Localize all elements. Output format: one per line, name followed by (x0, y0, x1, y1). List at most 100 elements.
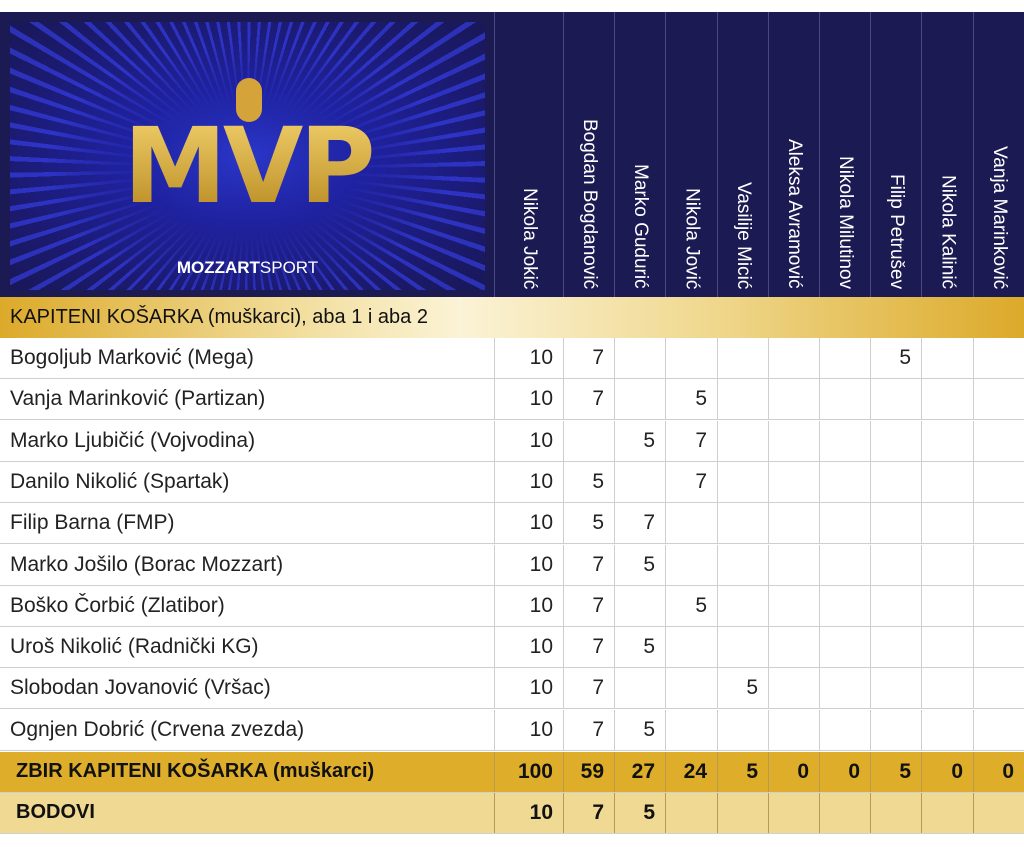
vote-cell: 5 (563, 503, 614, 544)
vote-cell: 5 (717, 668, 768, 709)
points-row: BODOVI 10 7 5 (0, 793, 1024, 834)
vote-cell (921, 544, 973, 585)
vote-cell (921, 379, 973, 420)
vote-cell: 5 (665, 585, 717, 626)
table-row: Vanja Marinković (Partizan) 10 7 5 (0, 379, 1024, 421)
vote-cell: 10 (494, 793, 563, 833)
logo-title: MVP (10, 114, 485, 218)
vote-cell (665, 503, 717, 544)
vote-cell: 10 (494, 379, 563, 420)
vote-cell (614, 585, 665, 626)
vote-cell: 7 (563, 379, 614, 420)
vote-cell: 0 (973, 752, 1024, 792)
vote-cell: 0 (768, 752, 819, 792)
row-label: Marko Jošilo (Borac Mozzart) (10, 552, 284, 576)
table-row: Uroš Nikolić (Radnički KG) 10 7 5 (0, 627, 1024, 669)
vote-cell (819, 338, 870, 378)
vote-cell: 7 (563, 709, 614, 750)
category-title: KAPITENI KOŠARKA (muškarci), aba 1 i aba… (10, 306, 428, 328)
vote-cell (717, 709, 768, 750)
vote-cell: 7 (614, 503, 665, 544)
vote-cell (921, 585, 973, 626)
vote-cell (973, 585, 1024, 626)
vote-cell: 5 (717, 752, 768, 792)
vote-cell: 24 (665, 752, 717, 792)
vote-cell: 7 (665, 461, 717, 502)
vote-cell: 5 (614, 544, 665, 585)
vote-cell (973, 461, 1024, 502)
vote-cell (921, 668, 973, 709)
row-label: Bogoljub Marković (Mega) (10, 346, 254, 369)
vote-cell (870, 585, 921, 626)
vote-cell: 5 (563, 461, 614, 502)
player-name: Nikola Milutinov (835, 155, 856, 289)
vote-cell (768, 627, 819, 668)
vote-cell: 10 (494, 709, 563, 750)
vote-cell (921, 338, 973, 378)
vote-cell: 10 (494, 585, 563, 626)
vote-cell (973, 544, 1024, 585)
light-rays (10, 22, 485, 290)
vote-cell (973, 793, 1024, 833)
vote-cell (870, 461, 921, 502)
table-row: Danilo Nikolić (Spartak) 10 5 7 (0, 461, 1024, 503)
row-label: Uroš Nikolić (Radnički KG) (10, 635, 259, 659)
vote-cell: 0 (921, 752, 973, 792)
table-row: Marko Jošilo (Borac Mozzart) 10 7 5 (0, 544, 1024, 586)
vote-cell (768, 338, 819, 378)
vote-cell (614, 668, 665, 709)
vote-cell (717, 338, 768, 378)
vote-cell (870, 420, 921, 461)
mvp-logo: MVP MOZZARTSPORT (10, 22, 485, 290)
column-header: Bogdan Bogdanović (563, 12, 614, 297)
vote-cell (973, 709, 1024, 750)
vote-cell (665, 338, 717, 378)
vote-cell (819, 461, 870, 502)
vote-cell: 5 (614, 709, 665, 750)
vote-cell (768, 503, 819, 544)
column-header: Nikola Jokić (494, 12, 563, 297)
vote-cell: 5 (614, 793, 665, 833)
vote-cell: 5 (870, 752, 921, 792)
column-header: Vasilije Micić (717, 12, 768, 297)
table-header: MVP MOZZARTSPORT (0, 12, 1024, 297)
vote-cell: 7 (563, 627, 614, 668)
vote-cell: 10 (494, 461, 563, 502)
vote-cell (870, 668, 921, 709)
table-row: Ognjen Dobrić (Crvena zvezda) 10 7 5 (0, 709, 1024, 751)
trophy-figure-icon (236, 78, 262, 122)
vote-cell: 5 (870, 338, 921, 378)
vote-cell (819, 793, 870, 833)
vote-cell (768, 793, 819, 833)
vote-cell (819, 668, 870, 709)
vote-cell (921, 420, 973, 461)
player-name: Nikola Jokić (519, 187, 540, 289)
vote-cell (665, 627, 717, 668)
vote-cell: 7 (665, 420, 717, 461)
vote-cell (717, 503, 768, 544)
vote-cell: 10 (494, 338, 563, 378)
column-header: Vanja Marinković (973, 12, 1024, 297)
category-row: KAPITENI KOŠARKA (muškarci), aba 1 i aba… (0, 297, 1024, 338)
player-name: Bogdan Bogdanović (579, 118, 600, 289)
row-label: Filip Barna (FMP) (10, 511, 175, 535)
vote-cell (717, 627, 768, 668)
player-name: Filip Petrušev (886, 173, 907, 289)
vote-cell (819, 627, 870, 668)
vote-cell (973, 379, 1024, 420)
vote-cell: 7 (563, 585, 614, 626)
row-label: Marko Ljubičić (Vojvodina) (10, 428, 256, 452)
vote-cell (614, 461, 665, 502)
vote-cell: 10 (494, 503, 563, 544)
vote-cell: 7 (563, 544, 614, 585)
vote-cell: 59 (563, 752, 614, 792)
vote-cell: 10 (494, 627, 563, 668)
vote-cell: 5 (614, 627, 665, 668)
vote-cell (768, 379, 819, 420)
vote-cell (973, 668, 1024, 709)
vote-cell (921, 793, 973, 833)
vote-cell (819, 379, 870, 420)
vote-cell (819, 709, 870, 750)
player-name: Aleksa Avramović (784, 139, 805, 289)
player-name: Vanja Marinković (989, 145, 1010, 289)
